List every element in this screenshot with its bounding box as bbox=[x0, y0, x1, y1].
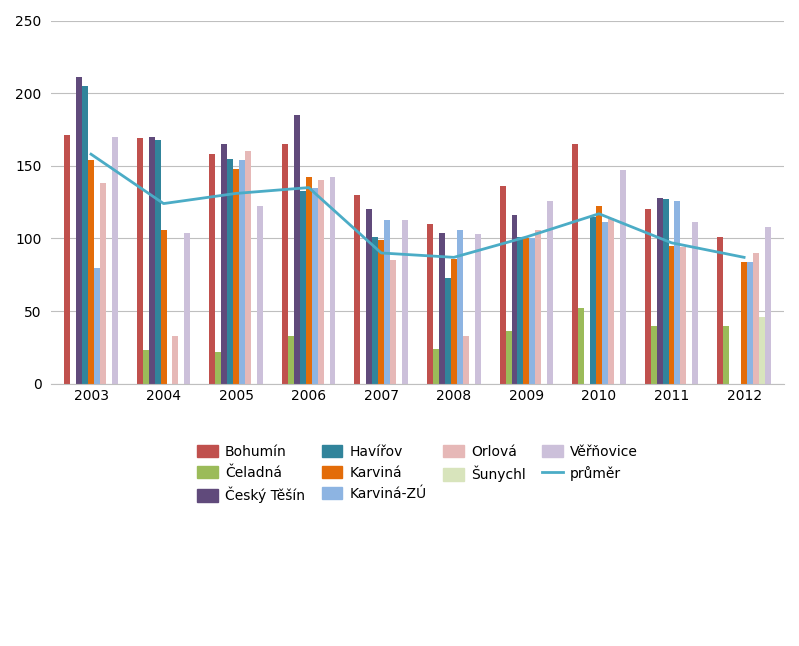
Bar bbox=[753, 253, 759, 384]
Bar bbox=[306, 178, 312, 384]
Bar bbox=[427, 224, 433, 384]
Bar bbox=[602, 222, 608, 384]
Bar bbox=[499, 186, 506, 384]
Bar bbox=[723, 326, 729, 384]
Bar bbox=[155, 140, 161, 384]
Bar bbox=[662, 199, 669, 384]
Bar bbox=[76, 77, 82, 384]
Bar bbox=[535, 230, 541, 384]
Bar bbox=[227, 158, 233, 384]
Bar bbox=[390, 260, 396, 384]
Bar bbox=[590, 216, 596, 384]
Bar bbox=[741, 262, 747, 384]
Bar bbox=[718, 237, 723, 384]
Bar bbox=[765, 227, 771, 384]
Bar bbox=[185, 233, 190, 384]
Bar bbox=[173, 336, 178, 384]
Bar bbox=[759, 317, 765, 384]
Bar bbox=[547, 201, 553, 384]
Bar bbox=[433, 349, 439, 384]
Bar bbox=[620, 170, 626, 384]
Bar bbox=[288, 336, 294, 384]
Bar bbox=[318, 180, 324, 384]
Bar bbox=[329, 178, 336, 384]
Bar bbox=[367, 209, 372, 384]
Bar bbox=[669, 245, 674, 384]
Bar bbox=[137, 138, 143, 384]
Bar bbox=[149, 137, 155, 384]
Bar bbox=[94, 267, 100, 384]
Bar bbox=[451, 259, 457, 384]
Bar bbox=[112, 137, 117, 384]
Bar bbox=[674, 201, 681, 384]
Bar bbox=[747, 262, 753, 384]
Bar bbox=[233, 169, 239, 384]
Bar bbox=[693, 222, 698, 384]
Bar bbox=[143, 350, 149, 384]
Bar bbox=[445, 278, 451, 384]
Bar bbox=[257, 207, 263, 384]
Bar bbox=[530, 238, 535, 384]
Bar bbox=[239, 160, 245, 384]
Bar bbox=[657, 198, 662, 384]
Bar bbox=[221, 144, 227, 384]
Bar bbox=[378, 240, 384, 384]
Bar bbox=[282, 144, 288, 384]
Bar bbox=[681, 247, 686, 384]
Bar bbox=[372, 237, 378, 384]
Bar bbox=[463, 336, 469, 384]
Bar bbox=[82, 86, 88, 384]
Bar bbox=[245, 151, 251, 384]
Bar bbox=[161, 230, 166, 384]
Bar bbox=[572, 144, 578, 384]
Bar bbox=[215, 352, 221, 384]
Bar bbox=[384, 220, 390, 384]
Bar bbox=[88, 160, 94, 384]
Bar bbox=[457, 230, 463, 384]
Bar bbox=[475, 234, 481, 384]
Legend: Bohumín, Čeladná, Český Těšín, Havířov, Karviná, Karviná-ZÚ, Orlová, Šunychl, Vě: Bohumín, Čeladná, Český Těšín, Havířov, … bbox=[190, 438, 645, 510]
Bar bbox=[294, 115, 300, 384]
Bar bbox=[645, 209, 650, 384]
Bar bbox=[596, 207, 602, 384]
Bar bbox=[402, 220, 408, 384]
Bar bbox=[518, 237, 523, 384]
Bar bbox=[312, 187, 318, 384]
Bar bbox=[355, 195, 360, 384]
Bar bbox=[506, 331, 511, 384]
Bar bbox=[300, 191, 306, 384]
Bar bbox=[209, 154, 215, 384]
Bar bbox=[578, 308, 584, 384]
Bar bbox=[650, 326, 657, 384]
Bar bbox=[100, 183, 106, 384]
Bar bbox=[439, 233, 445, 384]
Bar bbox=[608, 218, 614, 384]
Bar bbox=[64, 135, 70, 384]
Bar bbox=[511, 215, 518, 384]
Bar bbox=[523, 238, 530, 384]
